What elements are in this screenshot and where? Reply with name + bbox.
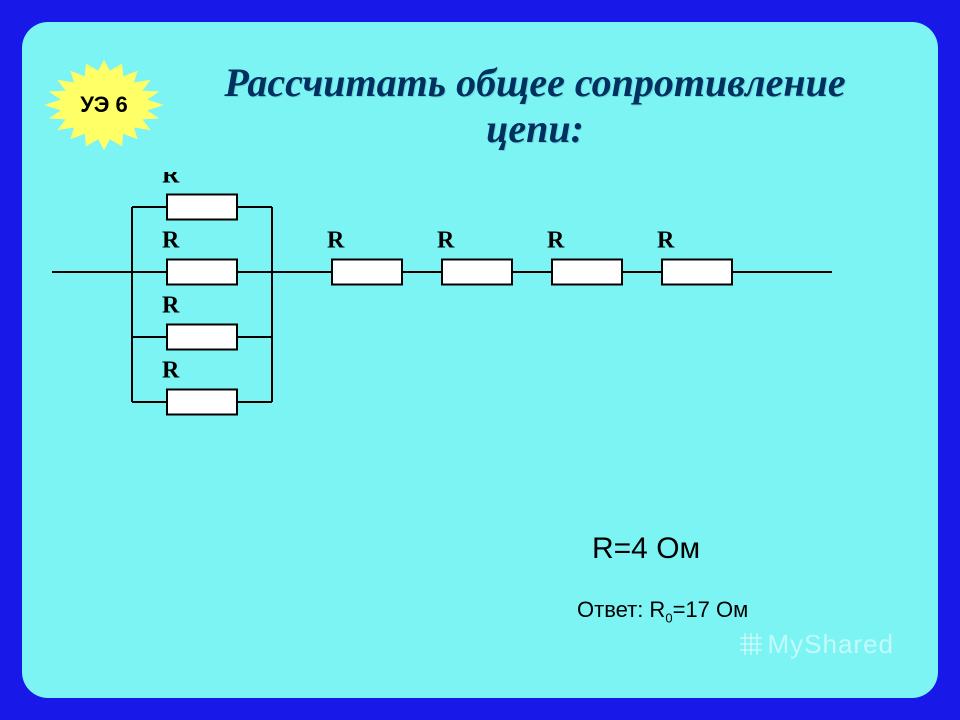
answer-line: Ответ: R0=17 Ом — [577, 597, 748, 625]
svg-text:R: R — [437, 228, 455, 254]
lesson-badge-label: УЭ 6 — [80, 92, 127, 118]
svg-text:R: R — [162, 228, 180, 254]
answer-suffix: =17 Ом — [673, 597, 749, 622]
svg-text:R: R — [547, 228, 565, 254]
svg-text:R: R — [327, 228, 345, 254]
watermark: MyShared — [740, 629, 895, 662]
slide-outer-frame: УЭ 6 Рассчитать общее сопротивление цепи… — [0, 0, 960, 720]
watermark-text: MyShared — [768, 629, 895, 659]
svg-text:R: R — [162, 293, 180, 319]
answer-prefix: Ответ: R — [577, 597, 665, 622]
given-value: R=4 Ом — [592, 532, 700, 566]
lesson-badge: УЭ 6 — [44, 60, 164, 150]
circuit-diagram: R R R R R R R R — [52, 172, 872, 462]
slide-inner-panel: УЭ 6 Рассчитать общее сопротивление цепи… — [22, 22, 938, 698]
slide-title: Рассчитать общее сопротивление цепи: — [172, 60, 898, 152]
svg-text:R: R — [162, 172, 180, 189]
watermark-grid-icon — [740, 631, 762, 662]
svg-text:R: R — [657, 228, 675, 254]
svg-text:R: R — [162, 358, 180, 384]
answer-subscript: 0 — [665, 610, 672, 625]
